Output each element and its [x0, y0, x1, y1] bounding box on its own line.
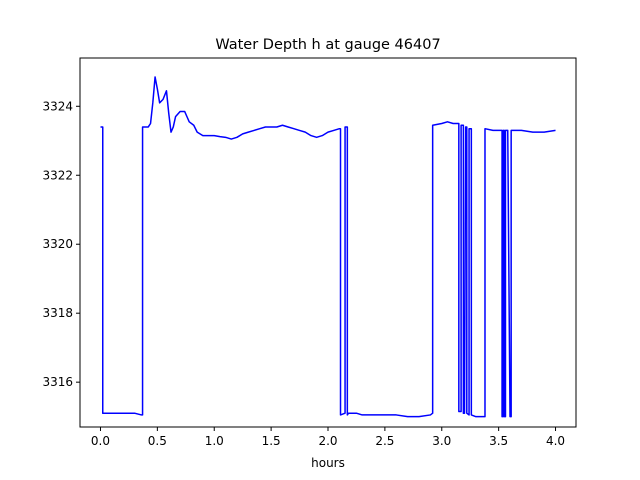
y-tick-label: 3316	[42, 375, 73, 389]
x-tick-label: 3.5	[489, 434, 508, 448]
x-tick-label: 3.0	[432, 434, 451, 448]
x-tick-label: 4.0	[546, 434, 565, 448]
chart-title: Water Depth h at gauge 46407	[215, 37, 440, 53]
x-axis-label: hours	[311, 456, 345, 470]
x-tick-label: 1.5	[262, 434, 281, 448]
y-tick-label: 3324	[42, 99, 73, 113]
x-tick-label: 2.0	[318, 434, 337, 448]
y-tick-label: 3318	[42, 306, 73, 320]
x-tick-label: 0.0	[91, 434, 110, 448]
x-axis: 0.0 0.5 1.0 1.5 2.0 2.5 3.0 3.5 4.0	[91, 427, 565, 448]
series-line-0	[100, 76, 556, 418]
x-tick-label: 0.5	[148, 434, 167, 448]
plot-area	[100, 76, 556, 418]
y-tick-label: 3322	[42, 168, 73, 182]
x-tick-label: 2.5	[375, 434, 394, 448]
y-tick-label: 3320	[42, 237, 73, 251]
y-axis: 3316 3318 3320 3322 3324	[42, 99, 80, 389]
x-tick-label: 1.0	[205, 434, 224, 448]
